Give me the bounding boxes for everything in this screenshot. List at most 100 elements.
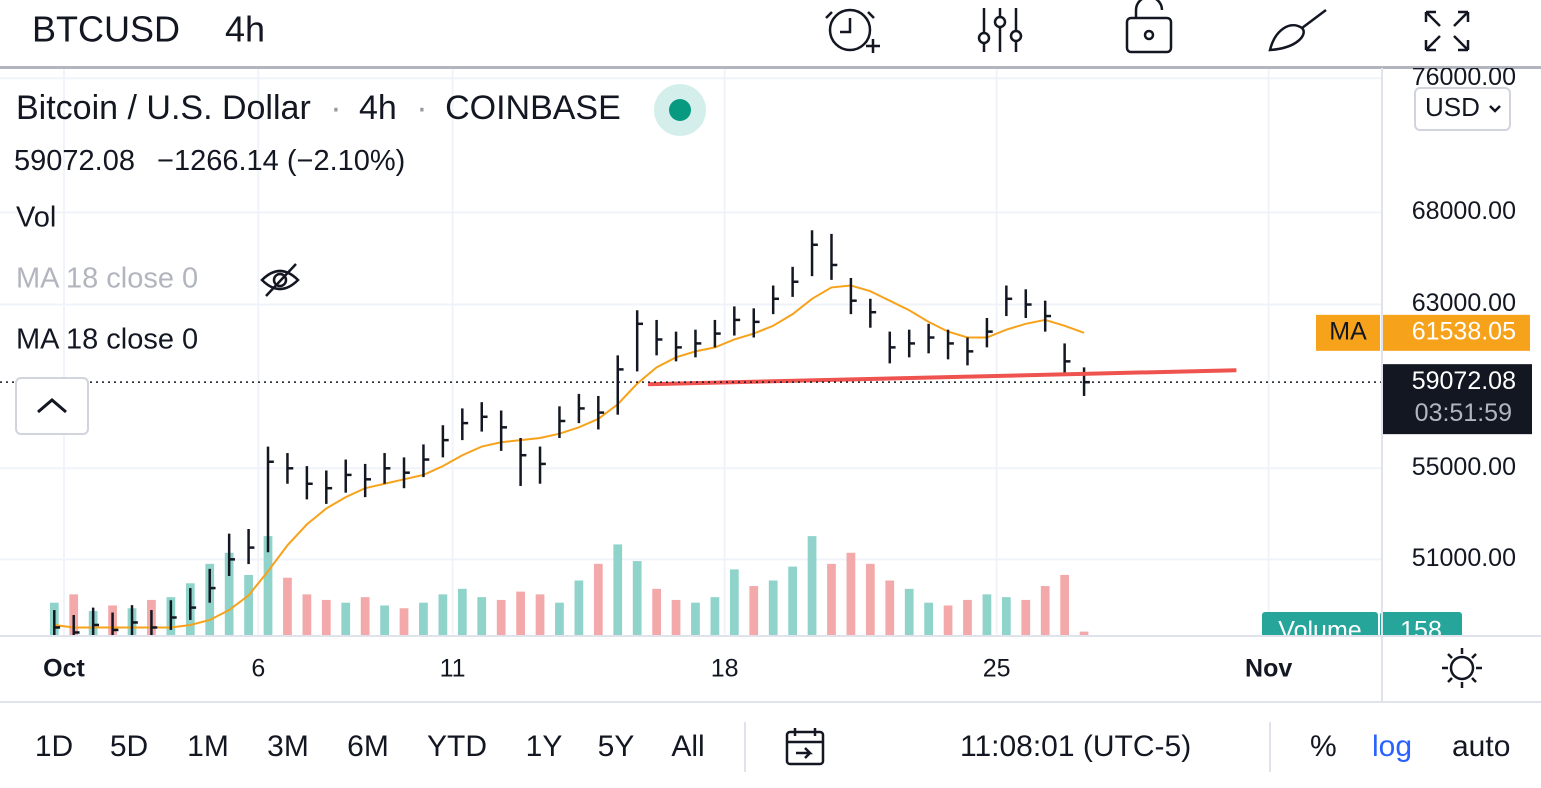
volume-bar (224, 552, 234, 636)
volume-bar (749, 586, 759, 636)
y-tick: 55000.00 (1412, 453, 1516, 481)
volume-badge-label-bg (1262, 612, 1378, 636)
volume-bar (652, 588, 661, 636)
volume-bar (244, 574, 253, 636)
auto-toggle[interactable]: auto (1452, 730, 1510, 763)
y-tick: 63000.00 (1412, 289, 1516, 317)
volume-bar (904, 588, 914, 636)
range-button[interactable]: 5Y (598, 730, 635, 763)
last-price: 59072.08 (14, 145, 135, 177)
volume-bar (516, 591, 525, 636)
fullscreen-icon[interactable] (1424, 10, 1470, 52)
grid (0, 68, 1382, 636)
range-button[interactable]: 1D (35, 730, 73, 763)
volume-bar (963, 599, 972, 636)
volume-bar (593, 563, 603, 636)
toolbar (0, 0, 1541, 68)
price-badge-value: 59072.08 (1412, 367, 1516, 395)
lock-icon[interactable] (1125, 0, 1173, 54)
goto-date-icon[interactable] (785, 728, 825, 766)
volume-bar (729, 569, 739, 636)
y-tick-label: 51000.00 (1412, 544, 1516, 572)
price-badge-bg (1382, 364, 1532, 435)
volume-bar (788, 566, 797, 636)
volume-bar (360, 597, 370, 636)
volume-bar (846, 552, 856, 636)
ma-badge-label: MA (1329, 317, 1367, 345)
collapse-button[interactable] (15, 377, 89, 435)
volume-badge: Volume 158 (1262, 612, 1462, 645)
volume-bar (555, 602, 564, 636)
volume-legend[interactable]: Vol (16, 202, 56, 234)
volume-bar (691, 602, 700, 636)
time-axis: Oct 6 11 18 25 Nov (43, 655, 1292, 683)
volume-badge-bg (1380, 612, 1462, 636)
volume-badge-label: Volume (1278, 617, 1361, 645)
brush-icon[interactable] (1268, 9, 1327, 52)
volume-bar (768, 580, 778, 636)
volume-bar (380, 605, 389, 636)
range-buttons: 1D 5D 1M 3M 6M YTD 1Y 5Y All (35, 730, 705, 763)
x-tick-label: 25 (983, 655, 1011, 683)
range-button[interactable]: 6M (347, 730, 389, 763)
volume-bar (1040, 586, 1050, 636)
range-button[interactable]: 1Y (526, 730, 563, 763)
settings-icon[interactable] (1442, 648, 1482, 688)
volume-bar (827, 563, 836, 636)
ma-badge-label-bg (1316, 314, 1380, 351)
y-tick: 51000.00 (1412, 544, 1516, 572)
y-tick: 68000.00 (1412, 197, 1516, 225)
volume-bar (671, 599, 681, 636)
volume-bar (263, 536, 273, 636)
indicators-icon[interactable] (977, 8, 1023, 52)
countdown: 03:51:59 (1415, 399, 1512, 427)
volume-bar (1079, 631, 1089, 636)
symbol[interactable]: BTCUSD (32, 9, 180, 50)
alert-icon[interactable] (825, 8, 880, 53)
range-button[interactable]: YTD (427, 730, 487, 763)
range-button[interactable]: 3M (267, 730, 309, 763)
ma-badge-value: 61538.05 (1412, 317, 1516, 345)
toolbar-border (0, 66, 1541, 69)
log-toggle[interactable]: log (1372, 730, 1412, 763)
volume-bar (632, 561, 642, 636)
interval[interactable]: 4h (225, 9, 265, 50)
volume-bar (613, 544, 623, 636)
market-status-dot (669, 99, 691, 121)
trendline[interactable] (648, 368, 1237, 387)
volume-bar (1060, 574, 1070, 636)
chevron-up (37, 398, 67, 414)
range-button[interactable]: 1M (187, 730, 229, 763)
range-button[interactable]: All (671, 730, 704, 763)
badges: MA 61538.05 59072.08 03:51:59 Volume 158 (1262, 314, 1532, 645)
price-axis: 76000.00 68000.00 63000.00 55000.00 51000.00 (1412, 68, 1516, 572)
x-tick-label: 6 (251, 655, 265, 683)
price-change: −1266.14 (−2.10%) (157, 145, 405, 177)
legend-title: Bitcoin / U.S. Dollar · 4h · COINBASE (16, 89, 621, 127)
clock[interactable]: 11:08:01 (UTC-5) (960, 730, 1191, 763)
ma-line (54, 284, 1085, 629)
plot (0, 230, 1382, 636)
currency-select[interactable] (1414, 87, 1511, 131)
volume-bar (574, 580, 584, 636)
percent-toggle[interactable]: % (1310, 730, 1337, 763)
y-tick-label: 68000.00 (1412, 197, 1516, 225)
x-tick-label: Oct (43, 655, 85, 683)
volume-bar (341, 602, 351, 636)
range-button[interactable]: 5D (110, 730, 148, 763)
volume-bar (865, 563, 875, 636)
x-tick-label: 11 (440, 655, 466, 683)
separator: · (330, 89, 341, 127)
volume-bar (982, 594, 992, 636)
y-tick-label: 63000.00 (1412, 289, 1516, 317)
volume-bar (321, 599, 331, 636)
hidden-ma-legend[interactable]: MA 18 close 0 (16, 263, 198, 295)
y-tick: 76000.00 (1412, 68, 1516, 91)
hidden-icon[interactable] (260, 263, 300, 297)
ma-legend[interactable]: MA 18 close 0 (16, 324, 198, 356)
volume-bar (807, 536, 817, 636)
volume-bar (419, 602, 428, 636)
volume-bar (1021, 599, 1031, 636)
